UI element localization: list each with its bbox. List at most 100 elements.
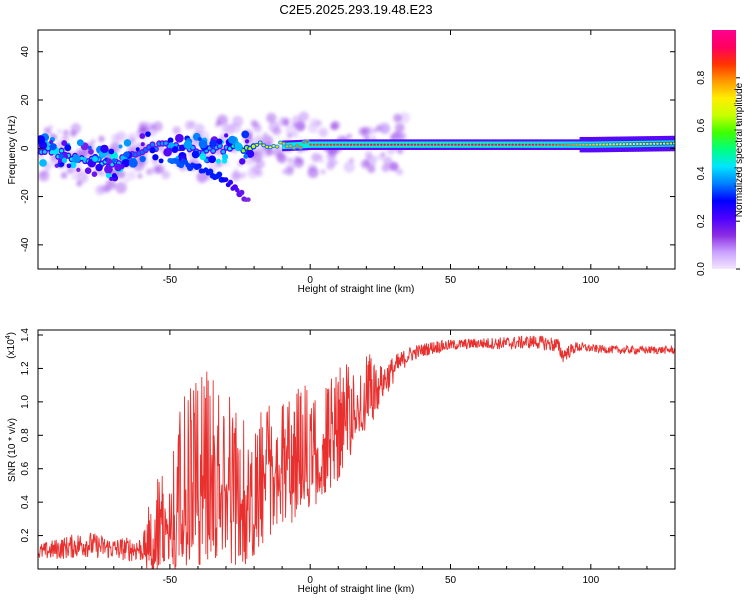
heatmap-haze-blob	[397, 132, 406, 141]
heatmap-ridge-core	[285, 145, 289, 148]
heatmap-haze-blob	[393, 113, 402, 123]
heatmap-ridge-core	[454, 143, 457, 146]
heatmap-scatter-blob	[158, 158, 164, 164]
heatmap-ridge-core	[218, 144, 222, 148]
heatmap-haze-blob	[307, 123, 319, 134]
heatmap-scatter-blob	[139, 133, 146, 139]
snr-y-tick-label: 1.4	[20, 328, 31, 342]
heatmap-scatter-blob	[197, 137, 202, 142]
heatmap-scatter-blob	[123, 151, 130, 158]
heatmap-scatter-blob	[208, 155, 216, 164]
heatmap-scatter-blob	[123, 139, 132, 147]
heatmap-ridge-core	[316, 143, 319, 146]
heatmap-ridge-core	[619, 143, 623, 146]
heatmap-haze-blob	[253, 123, 262, 133]
snr-y-tick-label: 1.2	[20, 361, 31, 375]
heatmap-scatter-blob	[221, 153, 229, 160]
heatmap-scatter-blob	[178, 144, 186, 151]
colorbar: 0.0 0.2 0.4 0.6 0.8 Normalized spectral ampl…	[696, 30, 745, 276]
heatmap-haze-blob	[381, 163, 390, 173]
heatmap-haze-blob	[266, 112, 277, 124]
heatmap-haze-blob	[70, 123, 82, 134]
heatmap-y-label: Frequency (Hz)	[7, 116, 18, 185]
snr-x-tick-label: -50	[163, 575, 178, 586]
heatmap-ridge-core	[575, 143, 579, 146]
heatmap-ridge-core	[457, 143, 461, 146]
heatmap-ridge-core	[376, 143, 380, 146]
heatmap-panel: -50 0 50 100 -40 -20 0 20 40 Height of straight…	[7, 29, 676, 295]
heatmap-ridge-core	[635, 142, 639, 146]
heatmap-haze-blob	[76, 171, 89, 184]
heatmap-ridge-core	[302, 141, 306, 144]
heatmap-haze-blob	[330, 120, 340, 130]
heatmap-haze-blob	[358, 127, 367, 136]
colorbar-tick-label: 0.0	[696, 262, 707, 276]
heatmap-ridge-core	[353, 143, 356, 146]
heatmap-scatter-blob	[109, 176, 114, 181]
heatmap-scatter-blob	[39, 159, 47, 167]
snr-series-line	[38, 335, 675, 569]
heatmap-scatter-blob	[58, 158, 63, 163]
heatmap-ridge-core	[393, 143, 397, 146]
snr-y-axis: 0.2 0.4 0.6 0.8 1.0 1.2 1.4	[20, 328, 675, 543]
heatmap-ridge-core	[491, 143, 495, 146]
heatmap-ridge-core	[605, 143, 609, 146]
colorbar-label: Normalized spectral amplitude	[734, 82, 745, 217]
heatmap-ridge-core	[548, 143, 552, 146]
heatmap-haze-blob	[311, 152, 321, 163]
heatmap-haze-blob	[111, 133, 120, 143]
heatmap-ridge-core	[555, 143, 559, 146]
heatmap-scatter-blob	[61, 140, 68, 147]
heatmap-ridge-core	[400, 143, 404, 146]
heatmap-scatter-blob	[72, 154, 81, 164]
heatmap-scatter-blob	[104, 165, 113, 174]
heatmap-ridge-core	[268, 146, 272, 149]
heatmap-x-tick-label: 0	[307, 275, 313, 286]
heatmap-ridge-core	[346, 143, 350, 146]
heatmap-ridge-core	[669, 142, 673, 145]
colorbar-gradient	[712, 30, 736, 269]
heatmap-ridge-core	[672, 142, 675, 145]
heatmap-haze-blob	[307, 166, 319, 179]
heatmap-branch-blob	[196, 163, 202, 169]
heatmap-ridge-core	[390, 143, 394, 146]
heatmap-ridge-core	[410, 143, 414, 146]
heatmap-ridge-core	[646, 142, 649, 145]
heatmap-scatter-blob	[106, 158, 113, 165]
heatmap-haze-blob	[57, 129, 62, 134]
colorbar-ticks: 0.0 0.2 0.4 0.6 0.8	[696, 70, 740, 276]
heatmap-haze-blob	[99, 171, 105, 177]
heatmap-haze-blob	[187, 151, 192, 156]
heatmap-ridge-core	[339, 143, 343, 146]
heatmap-scatter-blob	[58, 153, 64, 159]
heatmap-ridge-core	[622, 143, 626, 146]
heatmap-haze-blob	[256, 169, 264, 177]
heatmap-ridge-core	[322, 143, 326, 146]
heatmap-ridge-core	[518, 143, 521, 146]
heatmap-ridge-core	[332, 143, 336, 146]
heatmap-haze-blob	[395, 168, 404, 176]
heatmap-ridge-core	[444, 143, 447, 146]
heatmap-ridge-core	[403, 143, 407, 146]
heatmap-haze-blob	[102, 184, 110, 191]
heatmap-ridge-core	[191, 146, 195, 150]
heatmap-ridge-core	[578, 143, 582, 146]
heatmap-ridge-core	[336, 143, 340, 146]
heatmap-haze-blob	[374, 155, 379, 161]
heatmap-haze-blob	[239, 171, 247, 179]
heatmap-haze-blob	[232, 115, 244, 127]
heatmap-haze-blob	[346, 133, 353, 140]
heatmap-scatter-blob	[135, 147, 140, 152]
heatmap-scatter-blob	[118, 144, 123, 149]
heatmap-ridge-core	[470, 143, 474, 146]
heatmap-haze-blob	[360, 159, 370, 169]
heatmap-haze-blob	[63, 129, 69, 136]
heatmap-scatter-blob	[139, 155, 146, 163]
heatmap-scatter-blob	[152, 154, 159, 161]
heatmap-haze-blob	[285, 166, 294, 176]
heatmap-ridge-core	[359, 143, 363, 146]
heatmap-ridge-core	[504, 143, 508, 146]
heatmap-scatter-blob	[228, 135, 237, 144]
heatmap-y-tick-label: 20	[20, 94, 31, 106]
